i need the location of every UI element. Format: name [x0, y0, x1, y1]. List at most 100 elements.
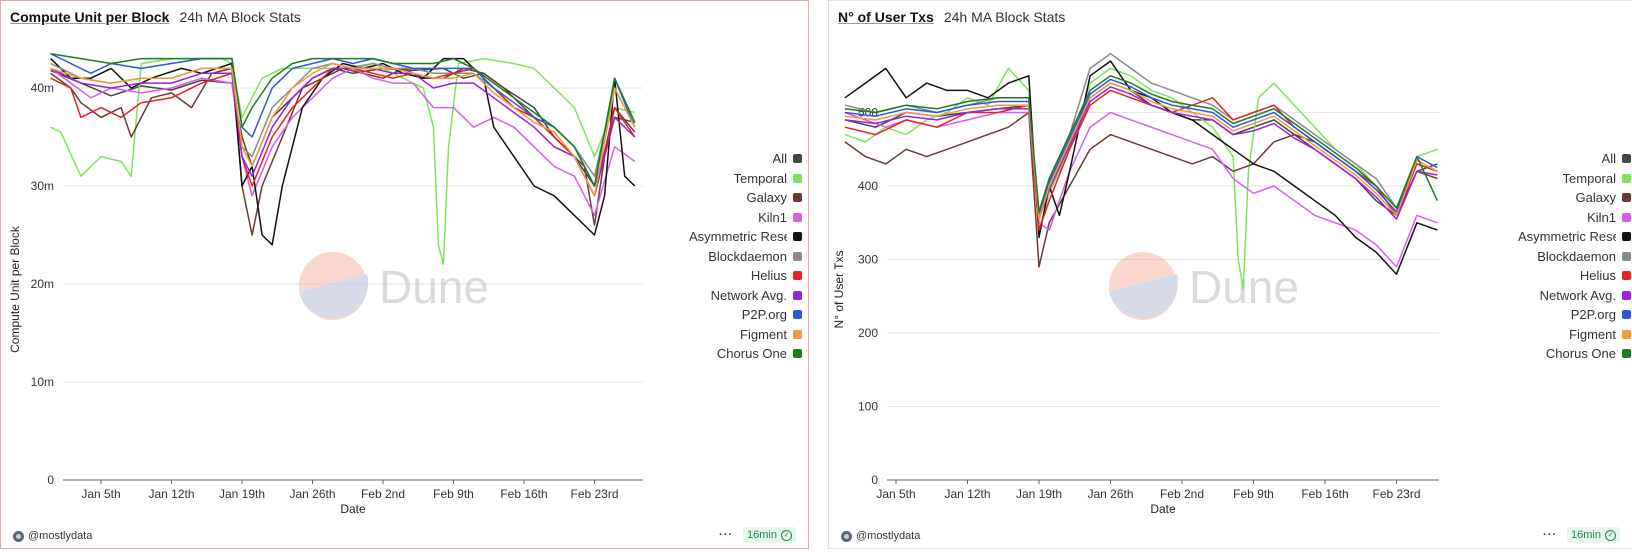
legend-item-p2p-org[interactable]: P2P.org	[1518, 305, 1631, 325]
refresh-age-badge[interactable]: 16min ✓	[1567, 527, 1620, 543]
x-tick-label: Jan 26th	[289, 487, 335, 501]
x-tick-label: Jan 12th	[148, 487, 194, 501]
legend-item-galaxy[interactable]: Galaxy	[689, 188, 802, 208]
watermark-logo-bottom	[299, 274, 369, 319]
y-tick-label: 30m	[31, 179, 54, 193]
series-line-p2p-org[interactable]	[50, 53, 636, 187]
author-name: @mostlydata	[28, 530, 93, 542]
legend-item-figment[interactable]: Figment	[689, 325, 802, 345]
legend-item-blockdaemon[interactable]: Blockdaemon	[1518, 247, 1631, 267]
y-tick-label: 0	[871, 473, 878, 487]
series-line-kiln1[interactable]	[844, 111, 1438, 268]
x-tick-label: Jan 5th	[876, 487, 915, 501]
legend-item-network-avg[interactable]: Network Avg.	[689, 286, 802, 306]
avatar	[841, 530, 852, 542]
x-tick-label: Jan 5th	[81, 487, 120, 501]
series-line-all[interactable]	[844, 82, 1438, 217]
legend-swatch	[793, 290, 802, 300]
author-tag[interactable]: @mostlydata	[841, 530, 920, 542]
legend-item-helius[interactable]: Helius	[1518, 266, 1631, 286]
legend-item-asymmetric-research[interactable]: Asymmetric Research	[689, 227, 802, 247]
x-axis-title: Date	[1150, 502, 1176, 516]
more-options-icon[interactable]: ···	[1543, 529, 1558, 541]
legend-item-galaxy[interactable]: Galaxy	[1518, 188, 1631, 208]
refresh-age-text: 16min	[1571, 529, 1601, 541]
refresh-age-text: 16min	[747, 529, 777, 541]
panel-header: Compute Unit per Block 24h MA Block Stats	[10, 9, 301, 29]
legend-label: Blockdaemon	[708, 248, 787, 264]
y-tick-label: 20m	[31, 277, 54, 291]
x-tick-label: Feb 9th	[1233, 487, 1274, 501]
legend-swatch	[793, 212, 802, 222]
legend-label: Figment	[1569, 326, 1616, 342]
series-line-chorus-one[interactable]	[50, 52, 636, 187]
dune-watermark: Dune	[299, 252, 489, 320]
series-line-asymmetric-research[interactable]	[50, 57, 636, 246]
legend-label: Helius	[750, 268, 787, 284]
legend-item-temporal[interactable]: Temporal	[689, 169, 802, 189]
y-tick-label: 400	[858, 179, 878, 193]
series-line-all[interactable]	[50, 67, 635, 187]
x-tick-label: Feb 16th	[1301, 487, 1348, 501]
x-tick-label: Jan 26th	[1087, 487, 1133, 501]
legend-swatch	[1622, 251, 1631, 261]
legend-swatch	[1622, 310, 1631, 320]
series-line-blockdaemon[interactable]	[844, 52, 1438, 217]
chart-title-link[interactable]: N° of User Txs	[838, 9, 934, 25]
series-line-temporal[interactable]	[50, 57, 635, 266]
y-tick-label: 100	[858, 400, 878, 414]
legend-item-kiln1[interactable]: Kiln1	[689, 208, 802, 228]
series-line-network-avg[interactable]	[844, 86, 1438, 220]
dune-watermark: Dune	[1109, 252, 1299, 320]
panel-header: N° of User Txs 24h MA Block Stats	[838, 9, 1065, 29]
legend-swatch	[1622, 232, 1631, 242]
legend-swatch	[1622, 329, 1631, 339]
series-line-chorus-one[interactable]	[844, 75, 1439, 213]
legend-label: All	[1601, 151, 1616, 167]
series-line-p2p-org[interactable]	[844, 78, 1438, 217]
legend-swatch	[793, 329, 802, 339]
more-options-icon[interactable]: ···	[719, 529, 734, 541]
legend-item-kiln1[interactable]: Kiln1	[1518, 208, 1631, 228]
legend-label: Chorus One	[1545, 346, 1616, 362]
legend-item-figment[interactable]: Figment	[1518, 325, 1631, 345]
legend-item-network-avg[interactable]: Network Avg.	[1518, 286, 1631, 306]
legend-item-p2p-org[interactable]: P2P.org	[689, 305, 802, 325]
legend-swatch	[793, 154, 802, 164]
author-tag[interactable]: @mostlydata	[13, 530, 92, 542]
chart-panel-compute-units: Compute Unit per Block 24h MA Block Stats…	[0, 0, 809, 549]
legend-swatch	[793, 349, 802, 359]
legend-label: P2P.org	[741, 307, 787, 323]
legend-label: Network Avg.	[710, 287, 787, 303]
legend-label: Kiln1	[1587, 209, 1616, 225]
series-line-galaxy[interactable]	[844, 111, 1438, 268]
line-chart-compute-units: 0 10m 20m 30m 40m Jan 5th Jan 12th Jan 19th Jan …	[8, 52, 643, 516]
x-tick-label: Feb 16th	[500, 487, 547, 501]
legend-label: Temporal	[1562, 170, 1616, 186]
series-line-temporal[interactable]	[844, 67, 1438, 290]
x-tick-label: Feb 2nd	[361, 487, 405, 501]
legend-item-asymmetric-research[interactable]: Asymmetric Research	[1518, 227, 1631, 247]
legend-swatch	[793, 232, 802, 242]
legend-label: Asymmetric Research	[1518, 229, 1616, 245]
series-line-asymmetric-research[interactable]	[844, 60, 1438, 275]
panel-footer-actions: ··· 16min ✓	[719, 527, 796, 543]
legend-label: Network Avg.	[1539, 287, 1616, 303]
legend-item-chorus-one[interactable]: Chorus One	[1518, 344, 1631, 364]
x-tick-label: Jan 12th	[944, 487, 990, 501]
chart-title-link[interactable]: Compute Unit per Block	[10, 9, 170, 25]
legend-item-chorus-one[interactable]: Chorus One	[689, 344, 802, 364]
y-tick-label: 200	[858, 326, 878, 340]
series-line-figment[interactable]	[844, 82, 1438, 220]
legend-swatch	[1622, 349, 1631, 359]
legend-item-blockdaemon[interactable]: Blockdaemon	[689, 247, 802, 267]
legend-item-all[interactable]: All	[689, 149, 802, 169]
chart-subtitle: 24h MA Block Stats	[179, 9, 301, 25]
refresh-age-badge[interactable]: 16min ✓	[743, 527, 796, 543]
legend-item-helius[interactable]: Helius	[689, 266, 802, 286]
series-line-figment[interactable]	[50, 62, 636, 197]
legend-swatch	[793, 251, 802, 261]
legend-item-temporal[interactable]: Temporal	[1518, 169, 1631, 189]
legend-item-all[interactable]: All	[1518, 149, 1631, 169]
